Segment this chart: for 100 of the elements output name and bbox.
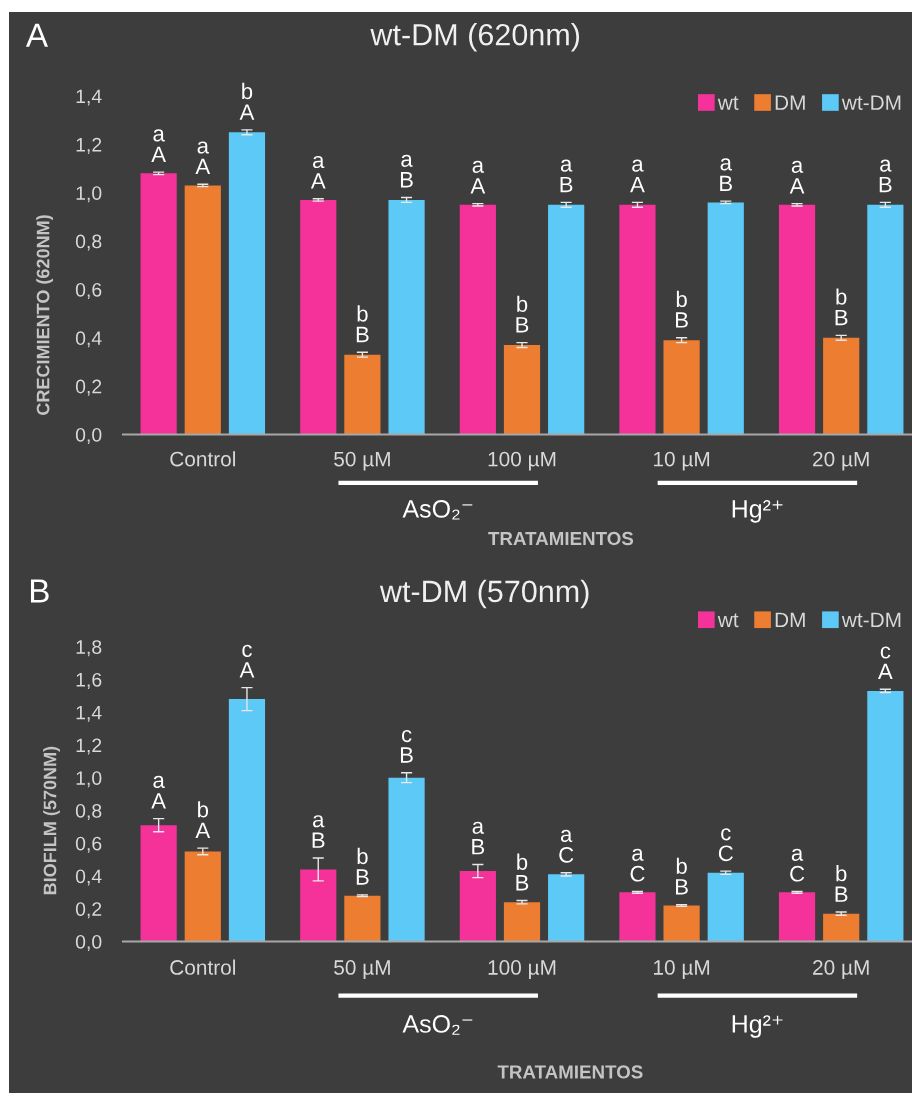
data-label: a C: [559, 829, 574, 863]
x-tick-label: Control: [170, 451, 235, 467]
y-tick-label: 0,4: [75, 331, 102, 348]
y-tick-label: 0,6: [75, 282, 102, 299]
bar: [867, 690, 904, 942]
text: B: [30, 579, 49, 603]
data-label: b B: [676, 857, 688, 895]
bar: [548, 874, 585, 942]
data-label: a B: [400, 154, 413, 188]
bar: [619, 204, 656, 435]
chart-title: wt-DM (620nm): [370, 23, 580, 52]
bar: [344, 895, 381, 942]
text: AsO₂⁻: [402, 1015, 473, 1035]
data-label: b A: [239, 82, 255, 120]
x-tick-label: 50 µM: [334, 960, 390, 979]
legend-label: DM: [775, 95, 805, 110]
bar: [344, 354, 381, 435]
bar: [228, 699, 266, 942]
bar: [184, 851, 221, 942]
bar: [663, 340, 700, 435]
data-label: a A: [151, 775, 167, 809]
data-label: b B: [516, 853, 529, 891]
text: A: [25, 23, 49, 47]
data-label: a A: [310, 155, 326, 189]
y-tick-label: 1,4: [76, 705, 102, 722]
x-tick-label: 20 µM: [813, 451, 869, 471]
bar: [228, 132, 266, 435]
bar: [663, 905, 700, 942]
y-tick-label: 0,0: [75, 427, 102, 445]
data-label: a A: [470, 160, 486, 194]
legend-label: wt: [717, 96, 739, 110]
y-tick-label: 1,4: [76, 89, 102, 106]
x-tick-label: Control: [170, 959, 235, 975]
legend-label: wt-DM: [841, 95, 901, 110]
y-tick-label: 0,8: [75, 803, 102, 821]
data-label: a C: [630, 848, 645, 882]
data-label: b A: [195, 801, 211, 838]
data-label: b B: [835, 288, 848, 326]
bar: [388, 777, 425, 942]
data-label: b B: [835, 865, 848, 902]
data-label: c B: [400, 729, 413, 763]
bar: [707, 202, 744, 435]
data-label: a C: [790, 848, 805, 882]
y-axis-title: BIOFILM (570NM): [43, 746, 60, 895]
y-tick-label: 1,0: [76, 771, 102, 788]
bar: [140, 825, 177, 942]
y-tick-label: 1,6: [76, 672, 102, 689]
y-tick-label: 0,0: [75, 934, 102, 952]
data-label: b B: [516, 295, 529, 333]
bar: [300, 869, 337, 942]
y-axis-title: CRECIMIENTO (620NM): [36, 215, 54, 415]
x-tick-label: 50 µM: [334, 451, 390, 471]
data-label: b B: [676, 290, 688, 328]
x-tick-label: 100 µM: [488, 451, 556, 471]
y-tick-label: 0,8: [75, 234, 102, 251]
data-label: a B: [879, 159, 892, 193]
y-tick-label: 1,8: [76, 640, 102, 657]
y-tick-label: 1,2: [76, 137, 102, 154]
x-tick-label: 20 µM: [813, 960, 869, 979]
text: Hg²⁺: [732, 500, 783, 523]
x-axis-title: TRATAMIENTOS: [497, 1065, 643, 1079]
data-label: a B: [720, 158, 732, 192]
legend-label: DM: [775, 612, 805, 628]
data-label: c A: [239, 644, 255, 678]
bar: [778, 892, 816, 942]
y-tick-label: 0,2: [75, 379, 102, 396]
data-label: a A: [789, 160, 805, 194]
bar: [823, 913, 860, 942]
text: Hg²⁺: [732, 1015, 783, 1038]
bar: [140, 173, 177, 435]
y-tick-label: 0,2: [75, 902, 102, 919]
data-label: c C: [718, 828, 733, 862]
bar: [619, 892, 656, 942]
chart-title: wt-DM (570nm): [379, 579, 589, 609]
bar: [867, 204, 904, 435]
data-label: a B: [560, 159, 573, 193]
bar: [388, 199, 425, 435]
x-axis-title: TRATAMIENTOS: [488, 531, 634, 546]
x-tick-label: 10 µM: [654, 451, 710, 471]
data-label: a B: [312, 815, 325, 848]
data-label: c A: [877, 646, 893, 680]
data-label: a B: [472, 821, 485, 855]
data-label: b B: [356, 305, 369, 343]
y-tick-label: 1,2: [76, 738, 102, 755]
x-tick-label: 100 µM: [488, 960, 556, 979]
bar: [459, 871, 496, 942]
bar: [503, 902, 541, 942]
text: AsO₂⁻: [402, 500, 473, 520]
y-tick-label: 0,4: [75, 869, 102, 886]
legend-label: wt-DM: [841, 612, 901, 628]
y-tick-label: 1,0: [76, 186, 102, 203]
bar: [548, 204, 585, 435]
bar: [184, 185, 221, 435]
legend-label: wt: [717, 613, 739, 628]
x-tick-label: 10 µM: [654, 960, 710, 979]
data-label: b B: [356, 847, 369, 885]
data-label: a A: [195, 141, 211, 175]
bar: [778, 204, 816, 435]
y-tick-label: 0,6: [75, 836, 102, 853]
data-label: a A: [630, 159, 645, 193]
